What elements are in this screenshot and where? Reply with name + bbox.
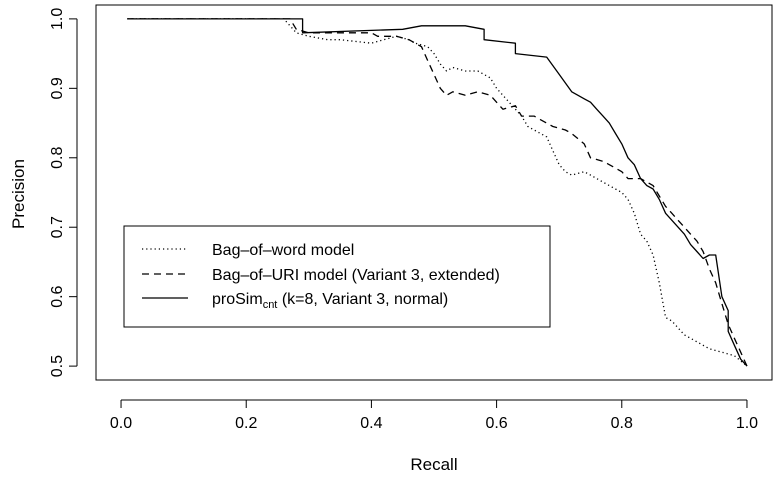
axes: 0.0 0.2 0.4 0.6 0.8 1.0 0.5 0.6 0.7 0.8 0.9 1.0: [49, 8, 758, 432]
series-line-solid: [127, 18, 748, 367]
legend-label: Bag–of–word model: [212, 242, 354, 259]
x-tick-label: 0.6: [485, 415, 507, 432]
x-tick-label: 0.8: [611, 415, 633, 432]
y-tick-label: 0.6: [49, 285, 66, 307]
y-axis-label: Precision: [9, 159, 28, 229]
y-tick-label: 1.0: [49, 8, 66, 30]
x-tick-label: 0.2: [235, 415, 257, 432]
legend: Bag–of–word model Bag–of–URI model (Varia…: [123, 225, 551, 328]
legend-box: [123, 225, 551, 328]
x-tick-label: 0.4: [360, 415, 382, 432]
x-axis-label: Recall: [410, 455, 457, 474]
x-tick-label: 0.0: [110, 415, 132, 432]
series-line-dashed: [127, 18, 748, 367]
x-tick-label: 1.0: [736, 415, 758, 432]
y-tick-label: 0.7: [49, 216, 66, 238]
y-tick-label: 0.5: [49, 355, 66, 377]
y-tick-label: 0.8: [49, 147, 66, 169]
y-tick-label: 0.9: [49, 77, 66, 99]
series-lines: [127, 18, 748, 367]
plot-frame: [95, 4, 773, 381]
legend-label: proSimcnt (k=8, Variant 3, normal): [212, 291, 448, 311]
series-line-dotted: [127, 18, 748, 367]
legend-label: Bag–of–URI model (Variant 3, extended): [212, 267, 500, 284]
